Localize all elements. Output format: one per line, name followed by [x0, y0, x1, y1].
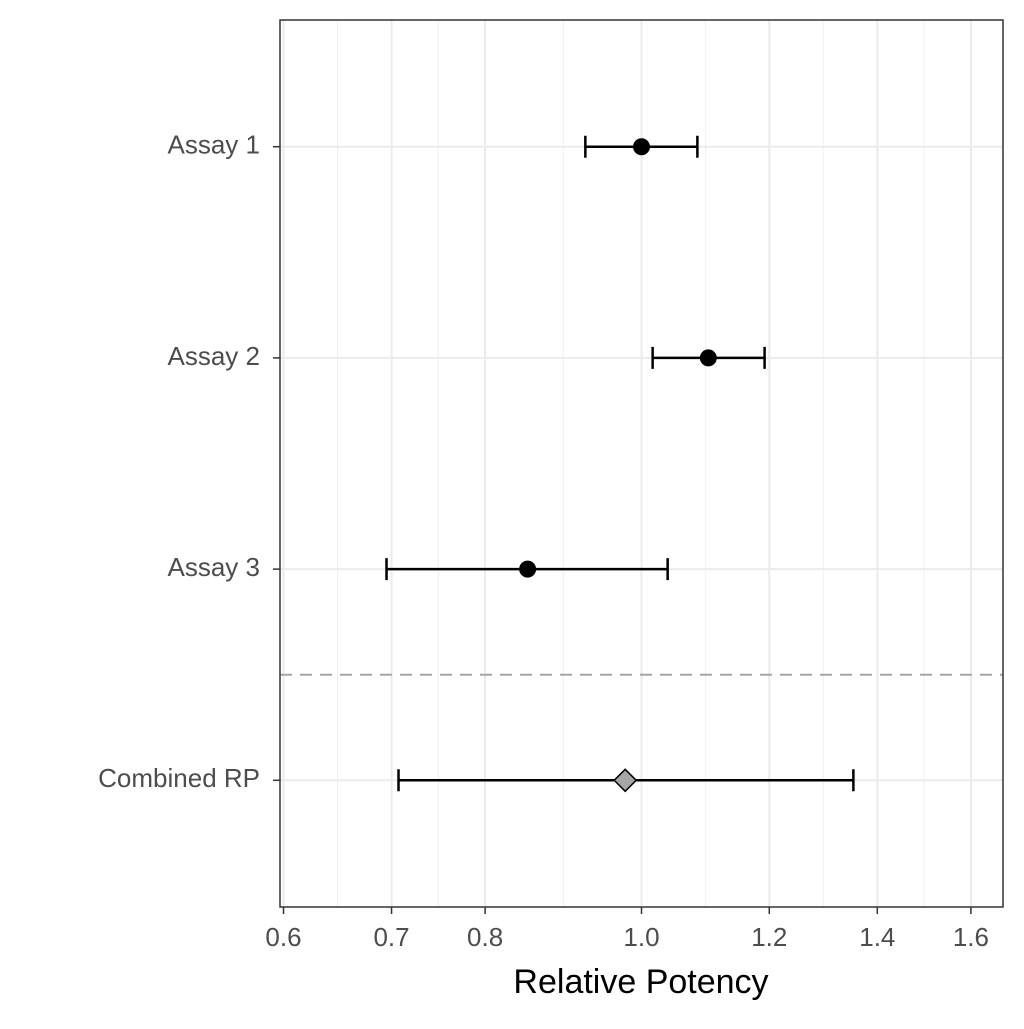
x-axis-title: Relative Potency: [513, 963, 768, 1001]
x-tick-label: 1.6: [953, 922, 989, 952]
x-tick-label: 1.4: [859, 922, 895, 952]
x-tick-label: 0.6: [265, 922, 301, 952]
x-tick-label: 1.0: [623, 922, 659, 952]
point: [633, 138, 651, 156]
point: [613, 768, 638, 793]
y-tick-label: Combined RP: [98, 763, 260, 793]
x-tick-label: 0.7: [373, 922, 409, 952]
x-tick-label: 1.2: [751, 922, 787, 952]
y-tick-label: Assay 2: [168, 341, 261, 371]
y-tick-label: Assay 1: [168, 130, 261, 160]
point: [699, 349, 717, 367]
point: [519, 560, 537, 578]
x-tick-label: 0.8: [467, 922, 503, 952]
y-tick-label: Assay 3: [168, 552, 261, 582]
